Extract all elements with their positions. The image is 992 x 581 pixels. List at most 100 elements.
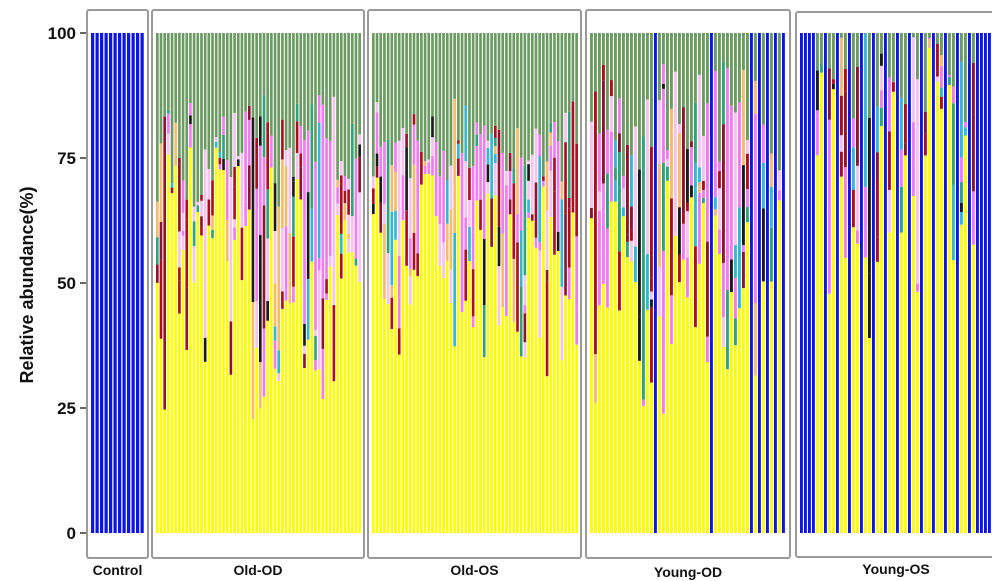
bar-segment	[189, 115, 192, 125]
bar-segment	[972, 33, 975, 63]
bar-segment	[516, 213, 519, 243]
bar-segment	[662, 33, 665, 65]
bar-segment	[445, 223, 449, 262]
bar-segment	[888, 189, 891, 233]
bar-segment	[431, 116, 434, 138]
bar-segment	[449, 33, 453, 166]
bar-segment	[493, 33, 497, 126]
bar-segment	[746, 189, 749, 207]
bar-segment	[266, 189, 270, 239]
bar-segment	[405, 147, 408, 176]
bar-segment	[475, 200, 479, 533]
bar-segment	[306, 339, 310, 533]
bar-segment	[880, 53, 883, 66]
bar-segment	[449, 165, 453, 178]
bar-segment	[170, 183, 174, 188]
bar-segment	[904, 33, 907, 105]
bar-segment	[706, 362, 709, 533]
bar-segment	[203, 302, 207, 338]
bar-segment	[332, 305, 336, 382]
bar-segment	[836, 33, 839, 533]
bar-segment	[742, 165, 745, 246]
bar-segment	[538, 250, 542, 271]
bar-segment	[185, 199, 189, 220]
bar-segment	[964, 135, 967, 533]
bar-segment	[321, 104, 325, 299]
bar-segment	[343, 175, 347, 191]
bar-segment	[714, 33, 717, 72]
bar-segment	[738, 33, 741, 103]
bar-segment	[508, 214, 512, 533]
bar-segment	[196, 205, 200, 212]
bar-segment	[259, 234, 262, 363]
bar-segment	[690, 141, 693, 148]
bar-segment	[299, 126, 303, 154]
bar-segment	[527, 180, 530, 200]
bar-segment	[207, 33, 211, 170]
bar-segment	[240, 153, 244, 179]
bar-segment	[714, 215, 717, 533]
bar-segment	[964, 127, 967, 136]
bar-segment	[471, 316, 475, 328]
bar-segment	[244, 201, 247, 227]
bar-segment	[542, 180, 545, 187]
bar-segment	[662, 162, 665, 252]
bar-segment	[247, 209, 251, 533]
bar-segment	[310, 208, 314, 262]
bar-segment	[200, 235, 203, 533]
bar-segment	[347, 33, 350, 179]
bar-segment	[746, 33, 749, 140]
bar-segment	[189, 103, 192, 116]
bar-segment	[427, 159, 431, 163]
bar-segment	[167, 133, 170, 155]
bar-segment	[912, 166, 915, 196]
bar-segment	[722, 317, 725, 347]
bar-segment	[662, 413, 665, 533]
bar-segment	[354, 265, 358, 533]
bar-segment	[519, 356, 523, 533]
bar-segment	[908, 33, 911, 533]
bar-segment	[650, 382, 653, 533]
bar-segment	[545, 33, 549, 162]
bar-segment	[698, 263, 701, 533]
bar-segment	[457, 143, 460, 159]
bar-segment	[259, 33, 262, 117]
bar-segment	[412, 33, 416, 115]
bar-segment	[358, 144, 361, 157]
bar-segment	[626, 144, 629, 235]
bar-segment	[229, 321, 233, 375]
bar-segment	[880, 126, 883, 533]
bar-segment	[614, 167, 617, 181]
bar-segment	[650, 306, 653, 383]
bar-segment	[350, 123, 354, 217]
bar-segment	[375, 112, 379, 146]
bar-segment	[682, 107, 685, 215]
bar-segment	[654, 33, 657, 533]
bar-segment	[690, 33, 693, 142]
bar-segment	[233, 186, 236, 220]
bar-segment	[159, 338, 163, 533]
bar-segment	[553, 191, 556, 255]
bar-segment	[590, 207, 593, 219]
bar-segment	[754, 375, 757, 533]
bar-segment	[924, 111, 927, 134]
bar-segment	[288, 233, 292, 304]
bar-segment	[770, 153, 773, 187]
bar-segment	[401, 33, 405, 128]
bar-segment	[270, 161, 273, 168]
bar-segment	[358, 156, 361, 193]
bar-segment	[666, 33, 669, 151]
bar-segment	[438, 217, 442, 224]
bar-segment	[549, 145, 553, 171]
bar-segment	[159, 33, 163, 144]
bar-segment	[638, 169, 641, 317]
bar-segment	[431, 175, 434, 533]
bar-segment	[820, 62, 823, 73]
bar-segment	[516, 331, 519, 533]
bar-segment	[379, 33, 383, 147]
bar-segment	[545, 269, 549, 282]
bar-segment	[972, 62, 975, 115]
bar-segment	[233, 166, 236, 187]
bar-segment	[449, 269, 453, 304]
bar-segment	[876, 33, 879, 107]
